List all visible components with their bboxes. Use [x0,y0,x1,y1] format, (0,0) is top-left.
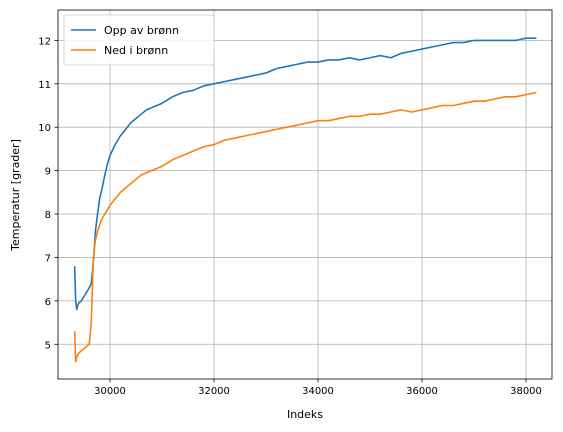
legend-label: Opp av brønn [104,24,179,37]
series-layer [73,37,537,363]
x-axis-ticks: 30000 32000 34000 36000 38000 [94,379,542,397]
series-line-2 [73,91,537,363]
x-axis-label: Indeks [287,408,323,421]
grid [58,10,552,379]
plot-frame [57,9,553,380]
y-tick-label: 10 [38,123,51,134]
x-tick-label: 30000 [94,386,126,397]
y-tick-label: 9 [45,167,51,178]
y-tick-label: 6 [45,297,51,308]
x-tick-label: 34000 [302,386,334,397]
y-axis-label: Temperatur [grader] [9,139,22,252]
y-tick-label: 7 [45,253,51,264]
legend: Opp av brønn Ned i brønn [63,14,215,66]
y-axis-ticks: 5 6 7 8 9 10 11 12 [38,36,58,351]
x-tick-label: 32000 [198,386,230,397]
x-tick-label: 38000 [510,386,542,397]
y-tick-label: 5 [45,340,51,351]
x-tick-label: 36000 [406,386,438,397]
y-tick-label: 12 [38,36,51,47]
legend-label: Ned i brønn [104,44,168,57]
y-tick-label: 8 [45,210,51,221]
legend-box [63,14,215,66]
y-tick-label: 11 [38,80,51,91]
